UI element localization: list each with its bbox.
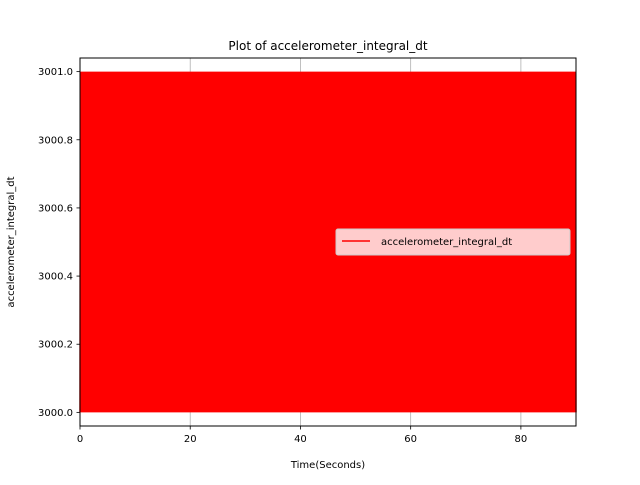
y-tick-label: 3000.0 [38, 408, 73, 419]
legend-box [335, 228, 571, 256]
y-tick-label: 3000.4 [38, 272, 73, 283]
y-axis-label: accelerometer_integral_dt [6, 176, 17, 307]
series-line-0 [79, 71, 577, 413]
y-tick-label: 3000.8 [38, 135, 73, 146]
series-layer [79, 71, 577, 413]
plot-area-frame [79, 57, 577, 427]
legend: accelerometer_integral_dt [335, 228, 571, 256]
chart-title: Plot of accelerometer_integral_dt [228, 39, 427, 53]
x-tick-label: 20 [184, 434, 197, 445]
x-axis-label: Time(Seconds) [290, 460, 365, 471]
x-tick-label: 80 [515, 434, 528, 445]
y-tick-label: 3000.2 [38, 340, 73, 351]
x-tick-label: 40 [294, 434, 307, 445]
x-tick-label: 0 [77, 434, 83, 445]
y-tick-label: 3000.6 [38, 203, 73, 214]
legend-label: accelerometer_integral_dt [381, 237, 512, 248]
x-tick-label: 60 [404, 434, 417, 445]
y-tick-label: 3001.0 [38, 67, 73, 78]
y-axis: 3000.0 3000.2 3000.4 3000.6 3000.8 3001.0 [38, 67, 80, 419]
x-axis: 0 20 40 60 80 [77, 426, 527, 445]
